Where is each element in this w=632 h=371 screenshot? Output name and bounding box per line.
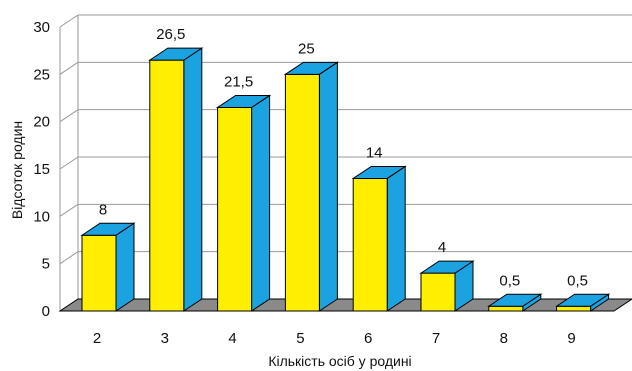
data-label: 0,5 <box>499 272 520 289</box>
x-axis-ticks: 2 3 4 5 6 7 8 9 <box>93 330 576 347</box>
bar <box>554 293 611 312</box>
bar <box>419 260 475 312</box>
bar-front <box>556 305 592 312</box>
data-label: 21,5 <box>224 73 253 90</box>
y-tick-label: 10 <box>33 208 50 225</box>
data-label: 14 <box>366 144 383 161</box>
bar <box>80 222 136 312</box>
data-label: 0,5 <box>567 272 588 289</box>
y-axis-ticks: 0 5 10 15 20 25 30 <box>33 19 50 320</box>
x-tick-label: 6 <box>364 330 372 347</box>
y-tick-label: 5 <box>42 256 50 273</box>
bar-top <box>351 165 407 179</box>
bar-top <box>419 260 475 274</box>
bar-side <box>251 94 271 312</box>
bar-front <box>352 177 388 312</box>
y-tick-label: 25 <box>33 66 50 83</box>
grid <box>59 14 632 312</box>
x-tick-label: 5 <box>296 330 304 347</box>
y-tick-label: 0 <box>42 303 50 320</box>
bar-front <box>81 234 117 312</box>
bars <box>80 47 611 312</box>
bar-side <box>318 61 338 312</box>
y-axis-title: Відсоток родин <box>9 121 25 219</box>
gridline-depth <box>59 156 79 170</box>
bar-top <box>487 293 543 307</box>
bar-front <box>488 305 524 312</box>
gridline-depth <box>59 109 79 123</box>
bar-side <box>183 47 203 312</box>
x-tick-label: 7 <box>432 330 440 347</box>
data-label: 4 <box>438 239 446 256</box>
bar-top <box>80 222 136 236</box>
data-labels: 8 26,5 21,5 25 14 4 0,5 0,5 <box>99 26 588 289</box>
bar <box>487 293 543 312</box>
bar-front <box>284 73 320 312</box>
bar-top <box>148 47 204 61</box>
bar-top <box>554 293 611 307</box>
y-tick-label: 15 <box>33 161 50 178</box>
bar-top <box>283 61 340 75</box>
bar <box>283 61 340 312</box>
x-axis-title: Кількість осіб у родині <box>268 353 411 369</box>
bar <box>148 47 204 312</box>
data-label: 25 <box>298 40 315 57</box>
data-label: 26,5 <box>156 26 185 43</box>
bar-front <box>217 106 253 312</box>
bar-side <box>115 222 135 312</box>
chart-floor <box>58 298 632 312</box>
floor-plane <box>58 298 632 312</box>
x-tick-label: 8 <box>500 330 508 347</box>
x-tick-label: 9 <box>567 330 575 347</box>
bar-top <box>215 94 272 108</box>
bar-front <box>149 59 185 312</box>
y-tick-label: 30 <box>33 19 50 36</box>
data-label: 8 <box>99 201 107 218</box>
x-tick-label: 2 <box>93 330 101 347</box>
x-tick-label: 4 <box>228 330 236 347</box>
gridline-depth <box>59 14 79 28</box>
gridline-depth <box>59 251 79 265</box>
y-tick-label: 20 <box>33 114 50 131</box>
gridline-depth <box>59 61 79 75</box>
x-tick-label: 3 <box>161 330 169 347</box>
gridline-depth <box>59 203 79 217</box>
bar-side <box>386 165 406 312</box>
bar <box>351 165 407 312</box>
bar-front <box>420 272 456 312</box>
bar <box>215 94 272 312</box>
